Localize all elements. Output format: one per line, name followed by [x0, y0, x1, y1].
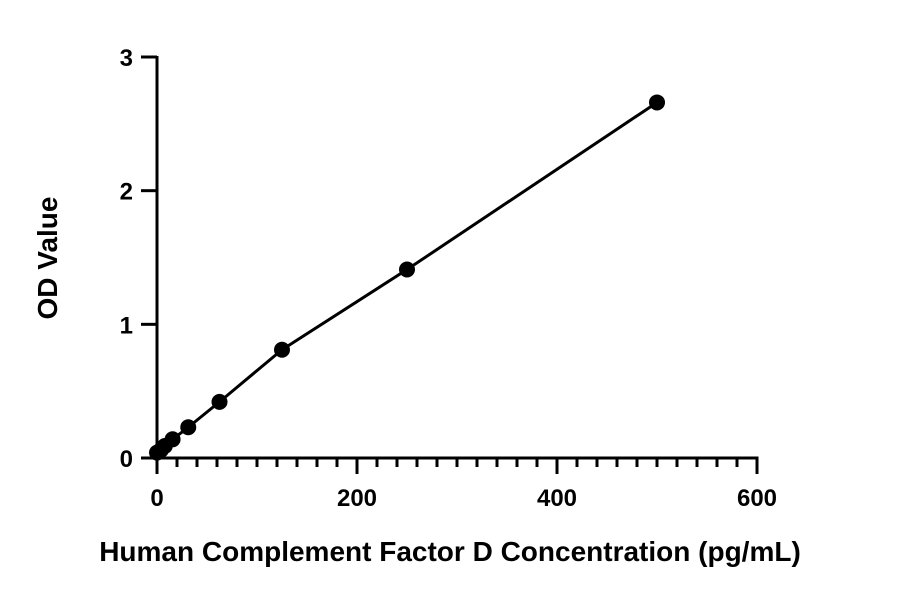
- x-axis-title: Human Complement Factor D Concentration …: [99, 536, 801, 567]
- data-point: [274, 341, 290, 358]
- y-axis-title: OD Value: [32, 197, 63, 320]
- data-point: [180, 419, 197, 436]
- x-tick-label: 200: [337, 485, 377, 512]
- x-tick-label: 400: [537, 485, 577, 512]
- data-point: [399, 261, 415, 278]
- data-points: [149, 94, 665, 461]
- fit-line: [156, 101, 658, 454]
- y-tick-label: 1: [120, 312, 133, 339]
- x-tick-label: 0: [150, 485, 163, 512]
- data-point: [649, 94, 665, 111]
- y-axis: 0 1 2 3: [120, 45, 159, 474]
- y-tick-label: 0: [120, 446, 133, 473]
- fit-curve: [156, 101, 658, 454]
- data-point: [211, 393, 228, 410]
- data-point: [164, 431, 181, 448]
- x-tick-label: 600: [737, 485, 777, 512]
- y-tick-label: 3: [120, 45, 133, 72]
- x-axis: 0 200 400 600: [141, 456, 777, 512]
- y-tick-label: 2: [120, 179, 133, 206]
